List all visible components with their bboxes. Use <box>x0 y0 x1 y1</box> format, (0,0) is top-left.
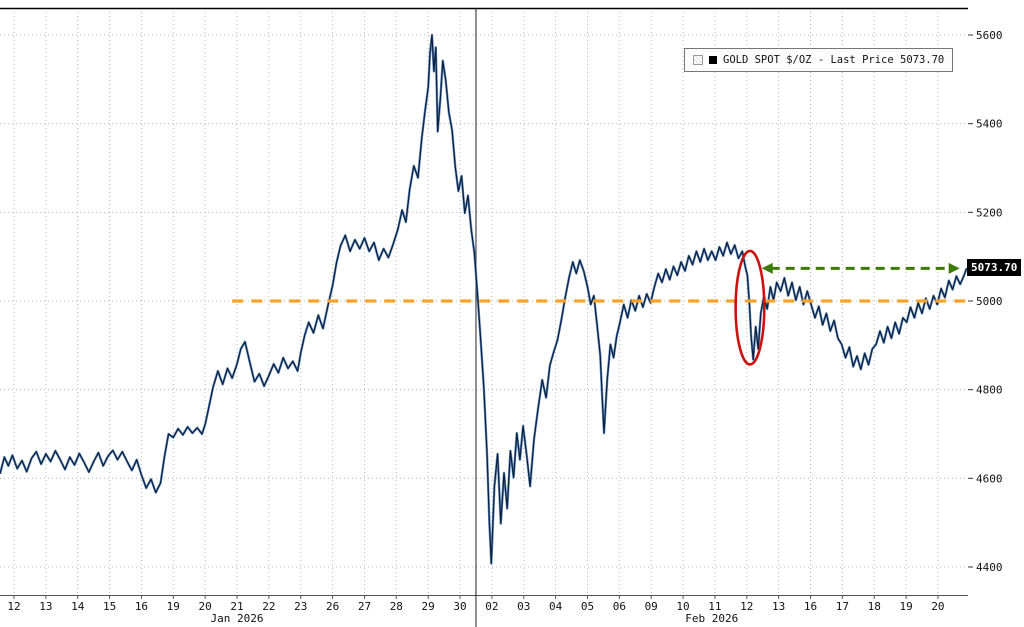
month-label: Feb 2026 <box>685 612 738 625</box>
axes-layer <box>0 7 973 627</box>
x-axis-label: 27 <box>358 600 371 613</box>
x-axis-label: 06 <box>613 600 626 613</box>
x-axis-label: 12 <box>7 600 20 613</box>
x-axis-label: 18 <box>868 600 881 613</box>
x-axis-label: 19 <box>167 600 180 613</box>
x-axis-label: 28 <box>390 600 403 613</box>
chart-legend[interactable]: GOLD SPOT $/OZ - Last Price 5073.70 <box>684 48 954 72</box>
annotation-layer <box>232 249 967 366</box>
x-axis-label: 12 <box>740 600 753 613</box>
x-axis-label: 04 <box>549 600 563 613</box>
y-axis-label: 4400 <box>976 561 1003 574</box>
x-axis-label: 03 <box>517 600 530 613</box>
x-axis-label: 02 <box>485 600 498 613</box>
level-arrow-right-head <box>948 262 960 274</box>
legend-label: GOLD SPOT $/OZ - Last Price 5073.70 <box>723 54 945 66</box>
x-axis-label: 30 <box>453 600 466 613</box>
legend-sample-swatch-icon <box>709 56 717 64</box>
x-axis-label: 13 <box>772 600 785 613</box>
y-axis-label: 4800 <box>976 384 1003 397</box>
x-axis-label: 21 <box>230 600 243 613</box>
month-label: Jan 2026 <box>211 612 264 625</box>
x-axis-label: 14 <box>71 600 85 613</box>
y-axis-label: 5000 <box>976 295 1003 308</box>
highlight-ellipse <box>734 249 766 366</box>
x-axis-label: 26 <box>326 600 339 613</box>
y-axis-label: 5600 <box>976 29 1003 42</box>
x-axis-label: 16 <box>135 600 148 613</box>
y-axis-label: 4600 <box>976 472 1003 485</box>
x-axis-label: 22 <box>262 600 275 613</box>
x-axis-label: 20 <box>931 600 944 613</box>
x-axis-label: 11 <box>708 600 721 613</box>
axis-text-layer: 4400 4600 4800 5000 5200 5400 5600 12 13 14 15 16 19… <box>7 29 1002 625</box>
x-axis-label: 05 <box>581 600 594 613</box>
x-axis-label: 19 <box>899 600 912 613</box>
x-axis-label: 10 <box>676 600 689 613</box>
price-line <box>0 34 968 565</box>
x-axis-label: 15 <box>103 600 116 613</box>
x-axis-label: 17 <box>836 600 849 613</box>
y-axis-label: 5200 <box>976 206 1003 219</box>
x-axis-label: 20 <box>199 600 212 613</box>
series-layer <box>0 33 968 565</box>
level-arrow-left-head <box>761 262 773 274</box>
x-axis-label: 13 <box>39 600 52 613</box>
y-axis-label: 5400 <box>976 118 1003 131</box>
x-axis-label: 16 <box>804 600 817 613</box>
x-axis-label: 23 <box>294 600 307 613</box>
legend-sample-outline-icon <box>693 55 703 65</box>
x-axis-label: 09 <box>645 600 658 613</box>
last-price-axis-tag: 5073.70 <box>967 259 1022 277</box>
x-axis-label: 29 <box>422 600 435 613</box>
